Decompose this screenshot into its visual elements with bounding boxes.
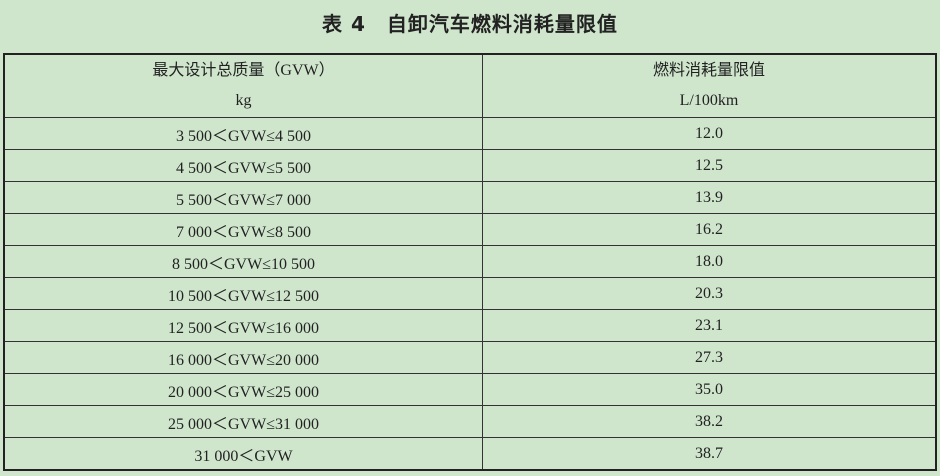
cell-gvw-range: 31 000＜GVW: [3, 437, 483, 471]
cell-fuel-limit: 13.9: [482, 181, 937, 214]
cell-fuel-limit: 20.3: [482, 277, 937, 310]
cell-gvw-range: 3 500＜GVW≤4 500: [3, 117, 483, 150]
header-gvw: 最大设计总质量（GVW） kg: [3, 53, 483, 118]
table-row: 4 500＜GVW≤5 500 12.5: [3, 149, 937, 182]
cell-gvw-range: 8 500＜GVW≤10 500: [3, 245, 483, 278]
cell-gvw-range: 7 000＜GVW≤8 500: [3, 213, 483, 246]
table-row: 7 000＜GVW≤8 500 16.2: [3, 213, 937, 246]
table-row: 12 500＜GVW≤16 000 23.1: [3, 309, 937, 342]
table-row: 31 000＜GVW 38.7: [3, 437, 937, 471]
table-header-row: 最大设计总质量（GVW） kg 燃料消耗量限值 L/100km: [3, 53, 937, 118]
header-gvw-unit: kg: [235, 92, 252, 109]
cell-gvw-range: 4 500＜GVW≤5 500: [3, 149, 483, 182]
cell-fuel-limit: 12.5: [482, 149, 937, 182]
table-row: 16 000＜GVW≤20 000 27.3: [3, 341, 937, 374]
cell-fuel-limit: 27.3: [482, 341, 937, 374]
cell-gvw-range: 10 500＜GVW≤12 500: [3, 277, 483, 310]
header-gvw-label: 最大设计总质量（GVW）: [152, 62, 335, 79]
header-limit: 燃料消耗量限值 L/100km: [482, 53, 937, 118]
cell-gvw-range: 16 000＜GVW≤20 000: [3, 341, 483, 374]
cell-gvw-range: 5 500＜GVW≤7 000: [3, 181, 483, 214]
cell-gvw-range: 12 500＜GVW≤16 000: [3, 309, 483, 342]
table-title: 表 4 自卸汽车燃料消耗量限值: [322, 12, 618, 36]
cell-fuel-limit: 12.0: [482, 117, 937, 150]
table-row: 3 500＜GVW≤4 500 12.0: [3, 117, 937, 150]
cell-fuel-limit: 35.0: [482, 373, 937, 406]
table-row: 5 500＜GVW≤7 000 13.9: [3, 181, 937, 214]
cell-fuel-limit: 16.2: [482, 213, 937, 246]
table-row: 10 500＜GVW≤12 500 20.3: [3, 277, 937, 310]
cell-gvw-range: 20 000＜GVW≤25 000: [3, 373, 483, 406]
cell-fuel-limit: 38.2: [482, 405, 937, 438]
table-row: 25 000＜GVW≤31 000 38.2: [3, 405, 937, 438]
cell-fuel-limit: 18.0: [482, 245, 937, 278]
cell-fuel-limit: 38.7: [482, 437, 937, 471]
header-limit-unit: L/100km: [679, 92, 739, 109]
cell-gvw-range: 25 000＜GVW≤31 000: [3, 405, 483, 438]
table-row: 8 500＜GVW≤10 500 18.0: [3, 245, 937, 278]
fuel-limit-table: 最大设计总质量（GVW） kg 燃料消耗量限值 L/100km 3 500＜GV…: [3, 53, 937, 471]
header-limit-label: 燃料消耗量限值: [652, 62, 765, 79]
table-row: 20 000＜GVW≤25 000 35.0: [3, 373, 937, 406]
cell-fuel-limit: 23.1: [482, 309, 937, 342]
